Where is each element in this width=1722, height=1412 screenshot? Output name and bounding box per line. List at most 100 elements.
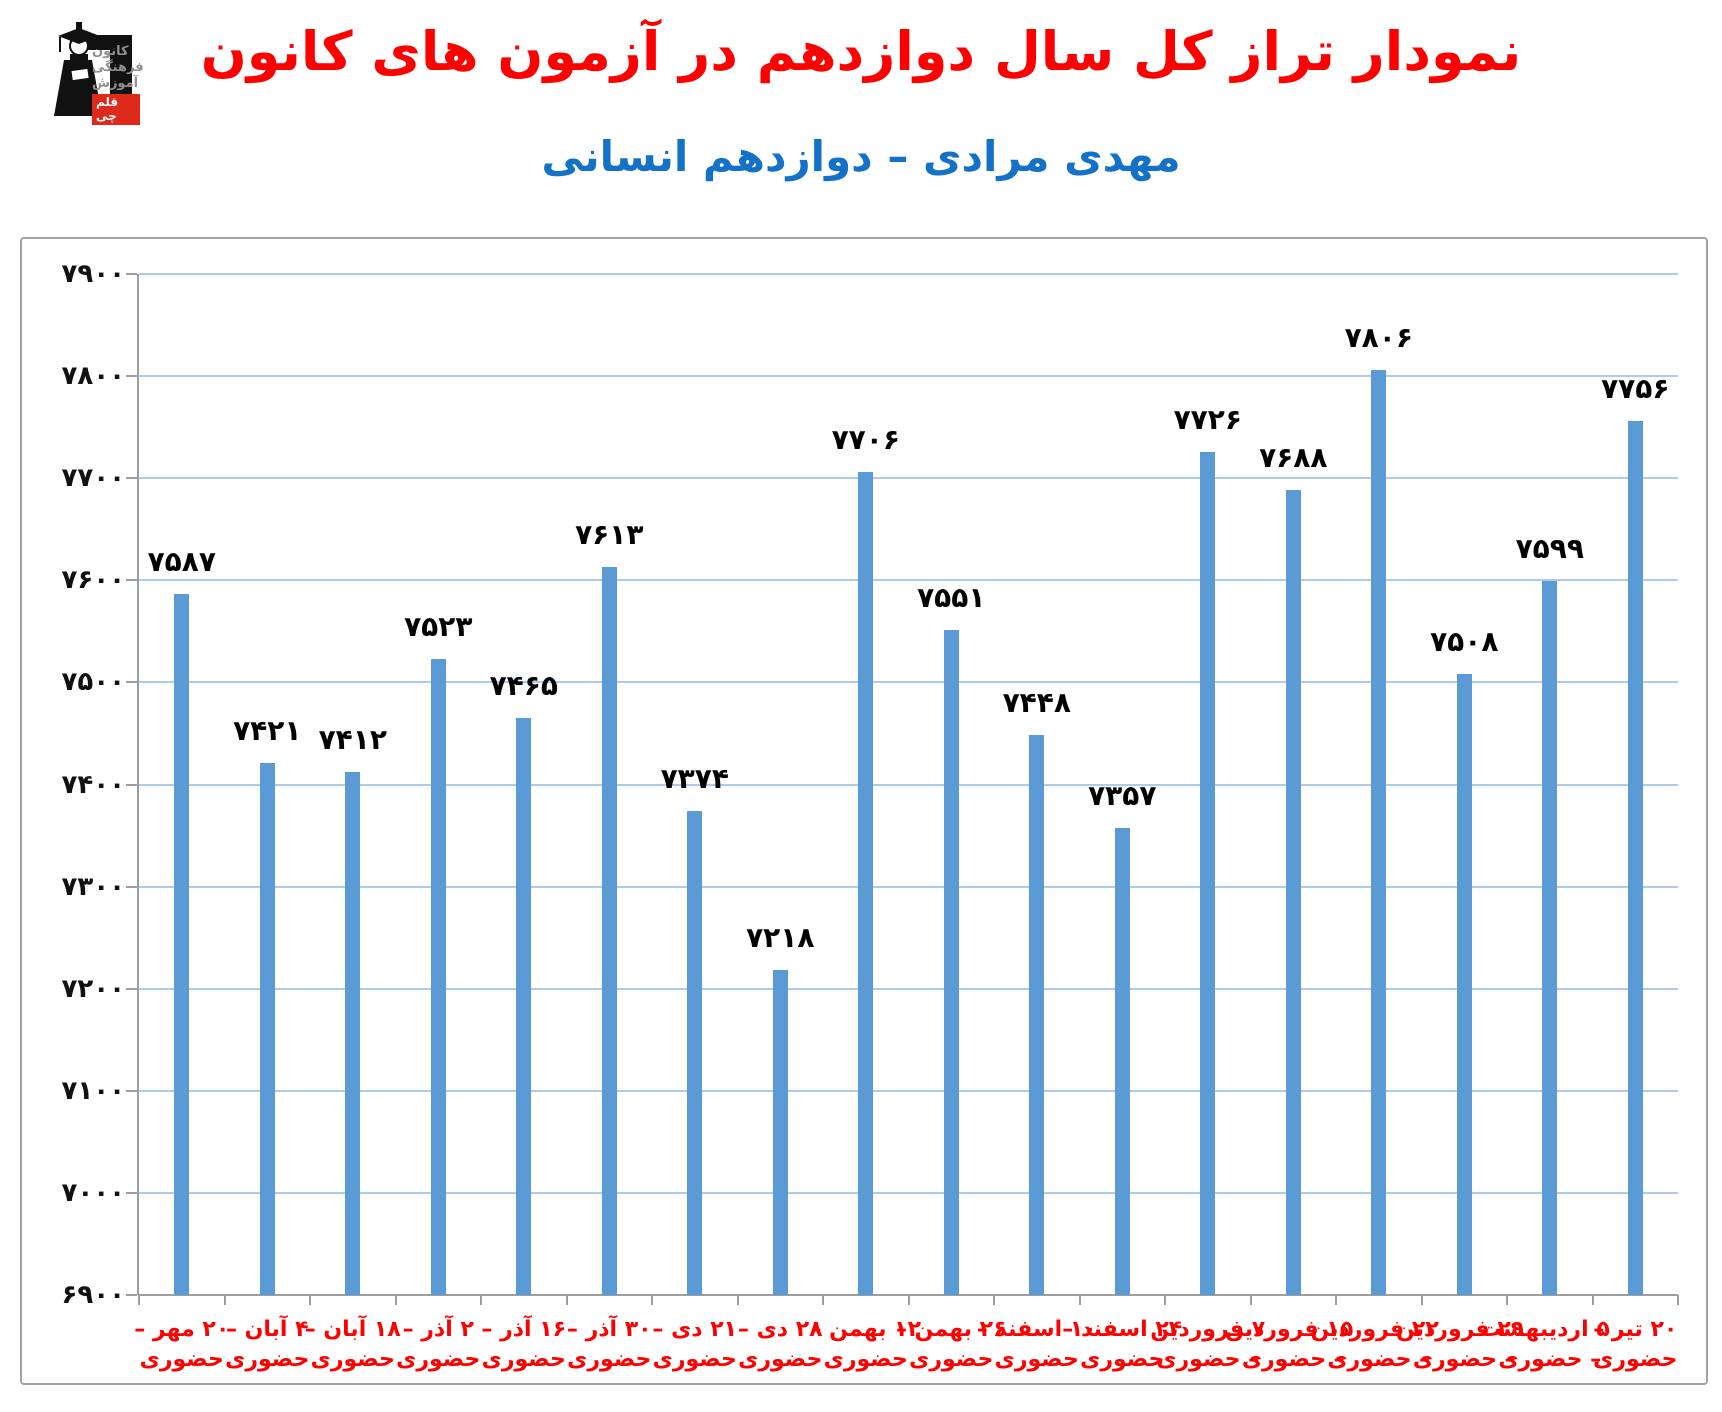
y-axis-tick	[126, 885, 137, 888]
logo-brand-badge: قلم چی	[92, 94, 140, 125]
gridline	[139, 579, 1678, 582]
page-title: نمودار تراز کل سال دوازدهم در آزمون های …	[200, 20, 1522, 83]
gridline	[139, 273, 1678, 275]
x-axis-tick	[1420, 1295, 1423, 1305]
y-tick-label: ۷۳۰۰	[61, 871, 125, 902]
y-axis-tick	[126, 987, 137, 990]
x-axis-tick	[480, 1295, 482, 1305]
bar-value-label: ۷۵۸۷	[147, 544, 216, 578]
y-tick-label: ۷۷۰۰	[61, 463, 125, 494]
bar-value-label: ۷۴۶۵	[489, 669, 558, 703]
x-axis-tick	[1591, 1295, 1594, 1305]
bar	[943, 630, 959, 1295]
bar	[1029, 735, 1045, 1295]
logo-org-line: آموزش	[92, 76, 139, 91]
bar-value-label: ۷۵۰۸	[1430, 625, 1499, 659]
category-label: ۳۰ آذر – حضوری	[566, 1317, 652, 1372]
y-axis-line	[137, 274, 139, 1295]
bar	[1114, 828, 1130, 1295]
bar	[1200, 451, 1216, 1295]
y-tick-label: ۷۰۰۰	[61, 1177, 125, 1208]
bar	[858, 472, 874, 1295]
y-tick-label: ۷۵۰۰	[61, 667, 125, 698]
category-label: ۲۱ دی – حضوری	[652, 1317, 738, 1372]
y-axis-tick	[126, 477, 137, 480]
gridline	[139, 375, 1678, 378]
y-axis-tick	[126, 681, 137, 684]
bar	[174, 593, 190, 1295]
x-axis-tick	[1249, 1295, 1252, 1305]
gridline	[139, 987, 1678, 990]
category-label: ۱۰ اسفند – حضوری	[976, 1317, 1097, 1372]
x-axis-tick	[651, 1295, 653, 1305]
y-axis-tick	[126, 273, 137, 275]
x-axis-tick	[1164, 1295, 1166, 1305]
gridline	[139, 1089, 1678, 1092]
chart-frame: ۷۵۸۷ ۲۰ مهر – حضوری ۷۴۲۱ ۴ آبان – حضوری ۷۴۱۲ ۱۸…	[20, 237, 1708, 1385]
bar-value-label: ۷۷۵۶	[1601, 372, 1670, 406]
bar-value-label: ۷۴۴۸	[1002, 686, 1071, 720]
bar	[1542, 581, 1558, 1295]
x-axis-tick	[907, 1295, 910, 1305]
x-axis-tick	[1078, 1295, 1081, 1305]
y-tick-label: ۷۴۰۰	[61, 769, 125, 800]
bar-value-label: ۷۶۸۸	[1259, 441, 1328, 475]
y-axis-tick	[126, 1294, 137, 1296]
category-label: ۱۲ بهمن – حضوری	[810, 1317, 921, 1372]
x-axis-tick	[822, 1295, 824, 1305]
category-label: ۲۰ تیر – حضوری	[1593, 1317, 1678, 1372]
y-tick-label: ۷۸۰۰	[61, 361, 125, 392]
bar-value-label: ۷۷۲۶	[1173, 402, 1242, 436]
bar	[430, 658, 446, 1295]
gridline	[139, 681, 1678, 684]
bar	[772, 970, 788, 1295]
category-label: ۱۵ فروردین – حضوری	[1224, 1317, 1354, 1372]
y-tick-label: ۷۱۰۰	[61, 1075, 125, 1106]
bar	[687, 811, 703, 1295]
y-tick-label: ۷۶۰۰	[61, 565, 125, 596]
x-axis-tick	[993, 1295, 995, 1305]
page-subtitle: مهدی مرادی – دوازدهم انسانی	[541, 132, 1181, 181]
y-axis-tick	[126, 783, 137, 786]
bar-value-label: ۷۵۲۳	[404, 609, 473, 643]
bar	[1627, 421, 1643, 1295]
x-axis-tick	[736, 1295, 739, 1305]
logo-text-column: کانون فرهنگی آموزش قلم چی	[92, 44, 144, 125]
bar-value-label: ۷۶۱۳	[575, 518, 644, 552]
x-axis-tick	[223, 1295, 226, 1305]
gridline	[139, 477, 1678, 480]
kanoon-ghalamchi-logo: کانون فرهنگی آموزش قلم چی	[30, 8, 144, 125]
category-label: ۲۹ فروردین – حضوری	[1395, 1317, 1525, 1372]
category-label: ۱۶ آذر – حضوری	[481, 1317, 567, 1372]
bar-value-label: ۷۳۷۴	[660, 762, 729, 796]
logo-org-line: کانون	[92, 44, 129, 59]
bar-value-label: ۷۵۵۱	[917, 581, 986, 615]
y-axis-tick	[126, 1191, 137, 1194]
bar-value-label: ۷۴۱۲	[318, 723, 387, 757]
bar	[601, 567, 617, 1295]
x-axis-tick	[1335, 1295, 1337, 1305]
bar-value-label: ۷۵۹۹	[1515, 532, 1584, 566]
bar-value-label: ۷۳۵۷	[1088, 779, 1157, 813]
category-label: ۲۸ دی – حضوری	[737, 1317, 823, 1372]
category-label: ۲۶ بهمن – حضوری	[895, 1317, 1007, 1372]
y-axis-tick	[126, 1089, 137, 1092]
x-axis-tick	[1506, 1295, 1508, 1305]
category-label: ۷ فروردین – حضوری	[1150, 1317, 1266, 1372]
category-label: ۴ آبان – حضوری	[225, 1317, 310, 1372]
bar	[1371, 369, 1387, 1295]
bar	[259, 763, 275, 1295]
bar	[345, 772, 361, 1295]
x-axis-tick	[565, 1295, 568, 1305]
gridline	[139, 1191, 1678, 1194]
y-axis-tick	[126, 579, 137, 582]
category-label: ۲۲ فروردین – حضوری	[1310, 1317, 1439, 1372]
bar-value-label: ۷۲۱۸	[746, 921, 815, 955]
y-tick-label: ۷۲۰۰	[61, 973, 125, 1004]
x-axis-tick	[138, 1295, 140, 1305]
gridline	[139, 885, 1678, 888]
gridline	[139, 783, 1678, 786]
category-label: ۵ اردیبهشت – حضوری	[1479, 1317, 1610, 1372]
x-axis-tick	[394, 1295, 397, 1305]
